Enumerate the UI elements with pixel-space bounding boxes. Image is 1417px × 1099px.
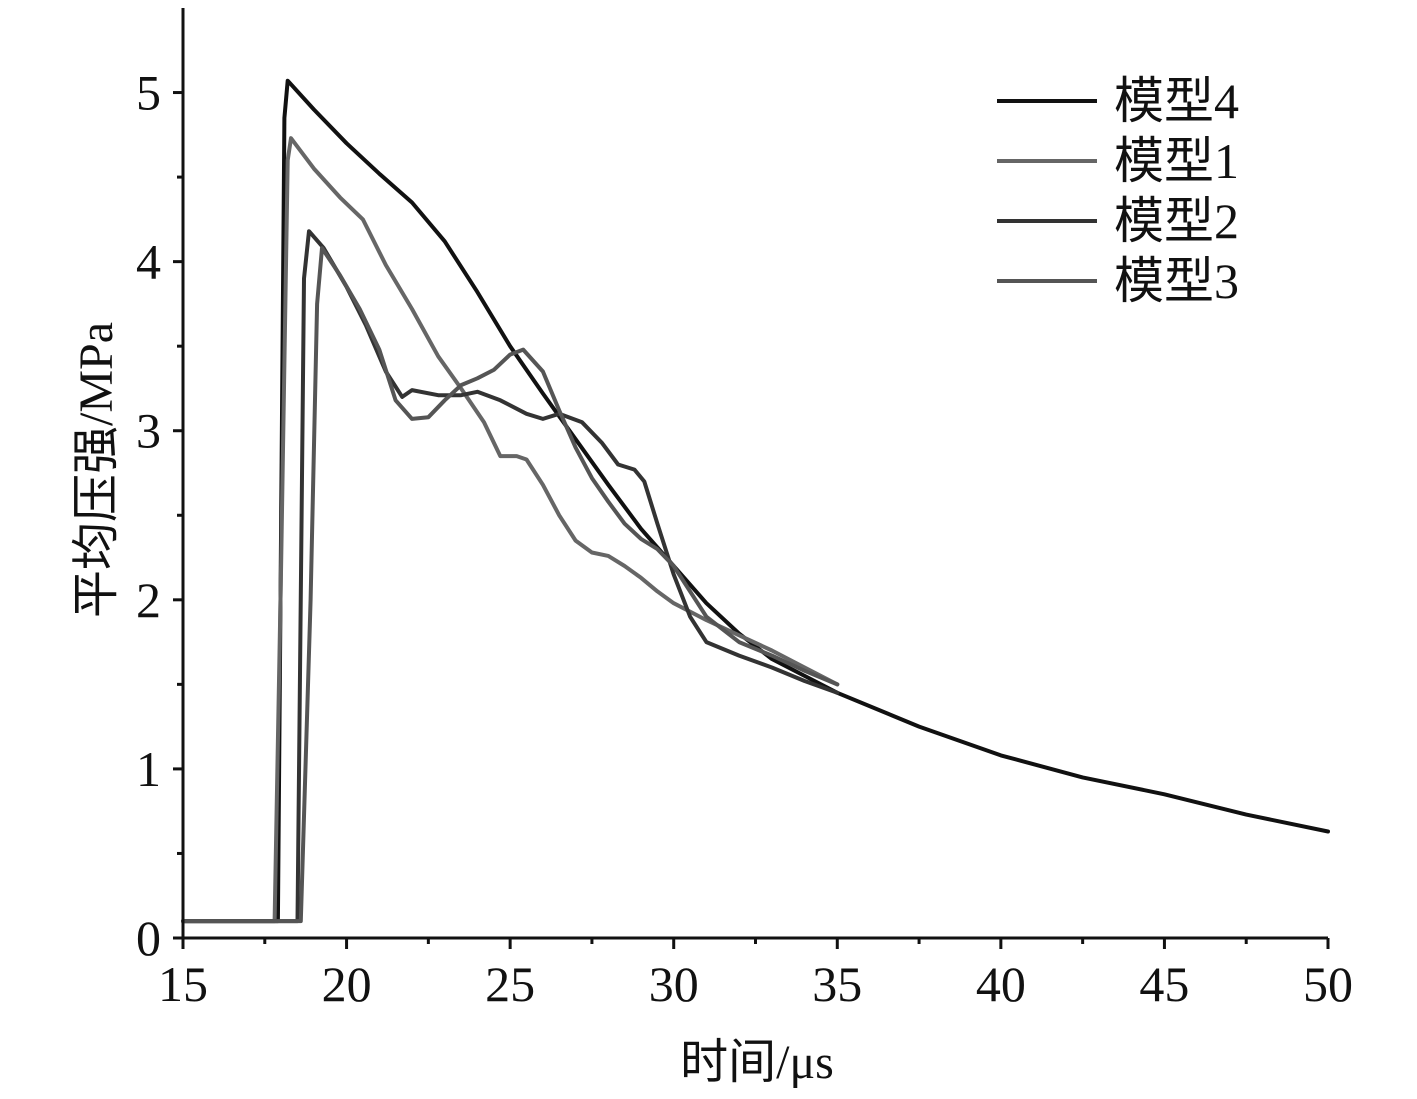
y-tick-label: 5 <box>136 65 161 121</box>
legend-label: 模型3 <box>1114 253 1239 309</box>
x-axis-title: 时间/μs <box>680 1036 834 1089</box>
x-tick-label: 25 <box>485 956 535 1012</box>
legend-label: 模型1 <box>1114 133 1239 189</box>
x-axis-ticks: 15 20 25 30 35 40 45 50 <box>158 938 1353 1012</box>
series-lines <box>181 78 1330 924</box>
series-line-1 <box>181 78 1330 924</box>
y-tick-label: 2 <box>136 572 161 628</box>
y-tick-label: 4 <box>136 234 161 290</box>
x-tick-label: 20 <box>322 956 372 1012</box>
x-tick-label: 35 <box>812 956 862 1012</box>
y-tick-label: 3 <box>136 403 161 459</box>
y-tick-label: 0 <box>136 910 161 966</box>
x-tick-label: 40 <box>976 956 1026 1012</box>
legend-label: 模型2 <box>1114 193 1239 249</box>
series-line-2 <box>181 136 840 924</box>
y-tick-label: 1 <box>136 741 161 797</box>
x-tick-label: 45 <box>1139 956 1189 1012</box>
y-axis-title: 平均压强/MPa <box>70 322 123 618</box>
y-axis-ticks: 0 1 2 3 4 5 <box>136 65 183 966</box>
x-tick-label: 15 <box>158 956 208 1012</box>
series-line-4 <box>181 246 840 924</box>
legend-label: 模型4 <box>1114 73 1239 129</box>
x-tick-label: 50 <box>1303 956 1353 1012</box>
x-tick-label: 30 <box>649 956 699 1012</box>
